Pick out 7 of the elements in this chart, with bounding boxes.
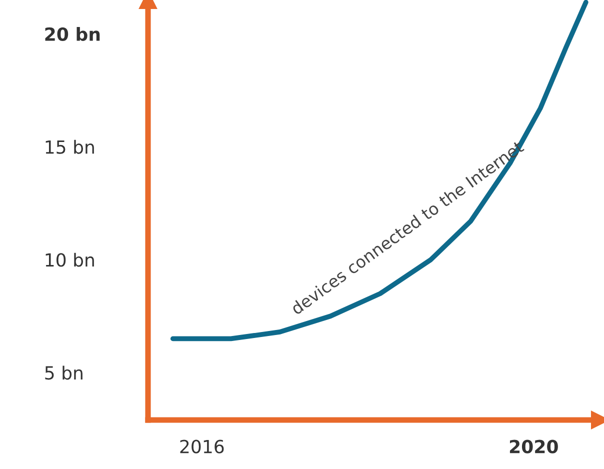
y-tick-label: 15 bn — [46, 140, 94, 154]
y-tick-label: 10 bn — [46, 252, 94, 267]
line-series — [170, 0, 588, 342]
x-tick-label: 2020 — [510, 440, 558, 454]
y-tick-label: 5 bn — [45, 366, 82, 380]
x-tick-label: 2016 — [180, 440, 224, 454]
y-tick-label: 20 bn — [45, 27, 100, 41]
